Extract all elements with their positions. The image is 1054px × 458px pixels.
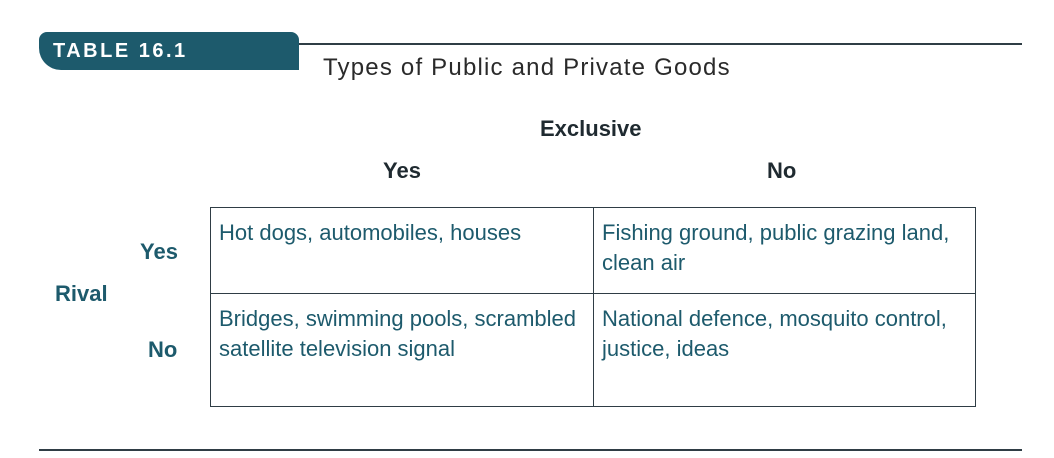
goods-table-grid: Hot dogs, automobiles, houses Fishing gr…	[210, 207, 976, 407]
cell-rival-exclusive: Hot dogs, automobiles, houses	[211, 208, 594, 294]
column-label-yes: Yes	[383, 158, 421, 183]
column-label-no: No	[767, 158, 797, 183]
row-header-rival: Rival	[55, 281, 108, 306]
table-caption: Types of Public and Private Goods	[323, 54, 731, 81]
cell-rival-nonexclusive: Fishing ground, public grazing land, cle…	[594, 208, 975, 294]
top-rule	[290, 43, 1022, 45]
table-number-badge: TABLE 16.1	[39, 32, 299, 70]
cell-nonrival-nonexclusive: National defence, mosquito control, just…	[602, 306, 947, 361]
cell-nonrival-exclusive: Bridges, swimming pools, scrambled satel…	[211, 294, 594, 406]
column-header-exclusive: Exclusive	[540, 116, 642, 141]
row-label-no: No	[148, 337, 178, 362]
bottom-rule	[39, 449, 1022, 451]
row-label-yes: Yes	[140, 239, 178, 264]
